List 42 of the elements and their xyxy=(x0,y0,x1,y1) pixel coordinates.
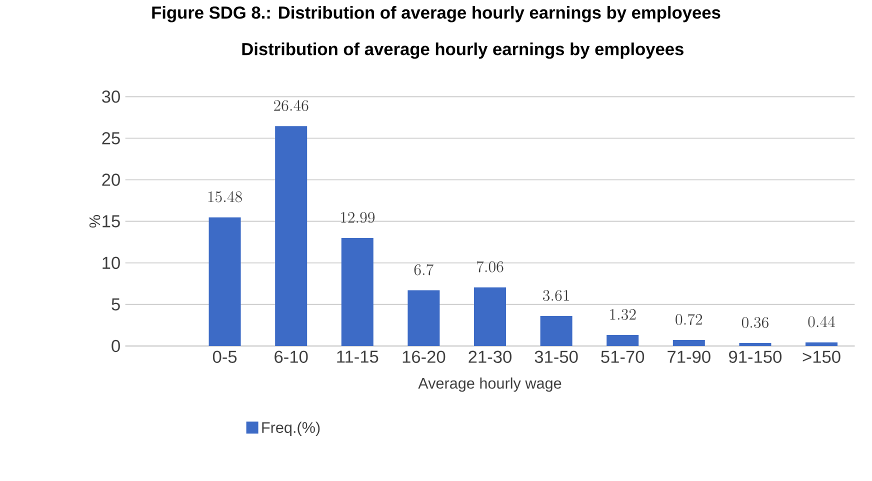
data-label: 6.7 xyxy=(414,264,434,276)
data-label: 15.48 xyxy=(208,191,242,202)
bar xyxy=(672,340,705,346)
x-tick-label: >150 xyxy=(802,350,840,363)
bar xyxy=(474,287,506,346)
bar xyxy=(275,126,308,346)
x-axis-title: Average hourly wage xyxy=(418,377,562,392)
x-tick-label: 11-15 xyxy=(337,350,378,363)
x-tick-label: 6-10 xyxy=(274,350,308,363)
data-label: 0.72 xyxy=(676,314,702,325)
bar xyxy=(806,342,838,346)
legend-label: Freq.(%) xyxy=(262,422,320,436)
chart-title: Distribution of average hourly earnings by employees xyxy=(242,42,684,59)
data-label: 3.61 xyxy=(543,290,569,301)
x-tick-label: 16-20 xyxy=(402,350,446,363)
y-tick-label: 5 xyxy=(112,298,120,310)
data-label: 26.46 xyxy=(274,100,308,111)
bar xyxy=(408,290,440,346)
bar xyxy=(739,342,772,346)
text: Figure SDG 8.: Distribution of average hourly earnings by employees xyxy=(152,6,720,22)
y-tick-label: 20 xyxy=(102,173,120,186)
y-tick-label: 25 xyxy=(102,132,120,144)
bar xyxy=(341,238,374,346)
data-label: 0.36 xyxy=(742,316,768,328)
x-tick-label: 91-150 xyxy=(729,350,782,363)
y-tick-label: 0 xyxy=(112,340,120,352)
x-tick-label: 71-90 xyxy=(668,350,710,363)
y-axis-title: % xyxy=(89,214,100,228)
x-tick-label: 0-5 xyxy=(212,350,237,363)
y-tick-label: 15 xyxy=(102,215,120,228)
x-tick-label: 51-70 xyxy=(601,350,644,363)
data-label: 0.44 xyxy=(808,316,835,328)
bar xyxy=(208,217,241,346)
x-tick-label: 21-30 xyxy=(468,350,512,363)
bar xyxy=(540,316,572,346)
x-tick-label: 31-50 xyxy=(534,350,578,363)
data-label: 7.06 xyxy=(476,260,504,272)
bar xyxy=(606,334,639,346)
data-label: 12.99 xyxy=(341,212,375,223)
data-label: 1 .32 xyxy=(610,308,636,320)
y-tick-label: 30 xyxy=(102,90,120,103)
y-tick-label: 10 xyxy=(102,256,120,269)
